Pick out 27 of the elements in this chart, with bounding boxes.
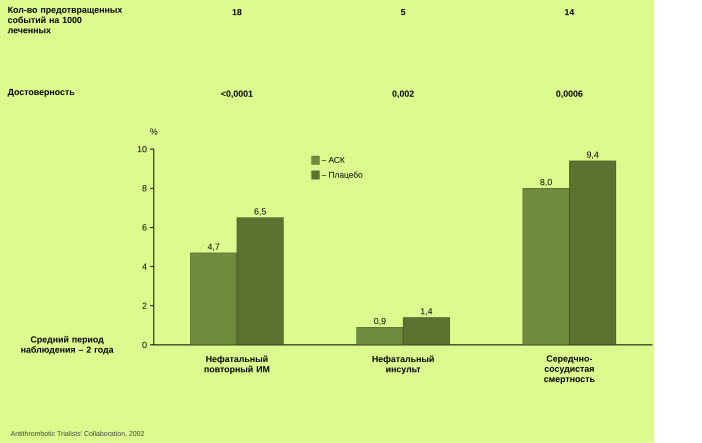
y-tick-label: 10 xyxy=(138,146,147,152)
text: Средний период наблюдения – 2 года xyxy=(21,336,114,355)
text: 0,0006 xyxy=(556,90,583,98)
legend-label: – АСК xyxy=(322,157,345,163)
y-tick-label: 4 xyxy=(142,264,147,270)
y-tick-label: 6 xyxy=(142,224,147,231)
text: 5 xyxy=(400,9,406,16)
data-label: 4,7 xyxy=(208,244,220,251)
y-axis-title: % xyxy=(150,128,158,135)
data-label: 6,5 xyxy=(254,208,266,216)
y-tick-label: 2 xyxy=(142,302,147,309)
data-label: 1,4 xyxy=(420,308,432,316)
data-label: 9,4 xyxy=(586,152,598,159)
x-tick-label: Нефатальный инсульт xyxy=(372,356,434,374)
text: 14 xyxy=(564,9,574,16)
y-tick-label: 8 xyxy=(142,185,147,192)
text: Кол-во предотвращенных событий на 1000 леченных xyxy=(8,6,122,34)
text: <0,0001 xyxy=(221,90,253,98)
legend-label: – Плацебо xyxy=(322,172,362,180)
y-tick-label: 0 xyxy=(142,342,147,348)
x-tick-label: Нефатальный повторный ИМ xyxy=(204,356,270,374)
text: 0,002 xyxy=(392,90,414,98)
x-tick-label: Середчно-сосудистая смертность xyxy=(544,356,595,384)
data-label: 0,9 xyxy=(374,318,386,326)
data-label: 8,0 xyxy=(540,179,552,186)
text: Достоверность xyxy=(8,89,74,97)
text: 18 xyxy=(232,9,242,16)
